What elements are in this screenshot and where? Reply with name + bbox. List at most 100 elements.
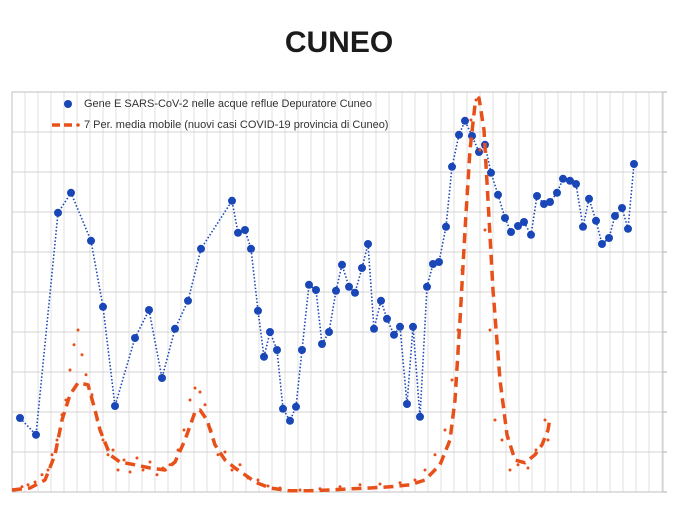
- data-point: [526, 466, 530, 470]
- data-point: [54, 208, 62, 217]
- data-point: [566, 176, 574, 185]
- data-point: [534, 448, 538, 452]
- data-point: [345, 282, 353, 291]
- data-point: [87, 236, 95, 245]
- data-point: [508, 468, 512, 472]
- data-point: [122, 458, 126, 462]
- data-point: [318, 340, 326, 348]
- data-point: [455, 130, 463, 139]
- data-point: [493, 418, 497, 422]
- data-point: [543, 418, 547, 422]
- data-point: [585, 194, 593, 203]
- data-point: [286, 416, 294, 425]
- data-point: [68, 368, 72, 372]
- data-point: [433, 453, 437, 457]
- data-point: [592, 216, 600, 225]
- data-point: [238, 463, 242, 467]
- data-point: [266, 328, 274, 336]
- data-point: [423, 282, 431, 291]
- plot-frame: [11, 91, 664, 493]
- data-point: [501, 214, 509, 222]
- data-point: [176, 448, 180, 452]
- data-point: [605, 234, 613, 242]
- data-point: [409, 322, 417, 331]
- data-point: [168, 463, 172, 467]
- data-point: [230, 468, 234, 472]
- data-point: [351, 288, 359, 297]
- legend-label: Gene E SARS-CoV-2 nelle acque reflue Dep…: [84, 98, 372, 110]
- data-point: [332, 286, 340, 295]
- data-point: [55, 438, 59, 442]
- data-point: [461, 116, 469, 125]
- series-line: [11, 96, 552, 493]
- data-point: [546, 198, 554, 206]
- data-point: [383, 314, 391, 323]
- data-point: [305, 280, 313, 289]
- data-point: [278, 486, 282, 490]
- data-point: [273, 346, 281, 354]
- data-point: [460, 268, 464, 272]
- data-point: [128, 470, 132, 474]
- data-point: [618, 204, 626, 212]
- data-point: [338, 260, 346, 269]
- data-point: [246, 476, 250, 480]
- series-line: [19, 120, 635, 436]
- data-point: [292, 402, 300, 411]
- data-point: [488, 328, 492, 332]
- data-point: [260, 352, 268, 361]
- data-point: [456, 328, 460, 332]
- data-point: [390, 330, 398, 339]
- data-point: [507, 228, 515, 236]
- data-point: [90, 393, 94, 397]
- data-point: [630, 160, 638, 168]
- data-point: [209, 428, 213, 432]
- data-point: [67, 188, 75, 197]
- data-point: [145, 306, 153, 314]
- legend-label: 7 Per. media mobile (nuovi casi COVID-19…: [84, 119, 388, 131]
- data-point: [161, 466, 165, 470]
- data-point: [266, 484, 270, 488]
- data-point: [403, 400, 411, 408]
- data-point: [111, 448, 115, 452]
- data-point: [241, 226, 249, 234]
- data-point: [358, 264, 366, 272]
- data-point: [184, 296, 192, 305]
- data-point: [358, 483, 362, 487]
- data-point: [193, 386, 197, 390]
- data-point: [378, 482, 382, 486]
- data-point: [611, 212, 619, 220]
- data-point: [443, 428, 447, 432]
- chart-title: CUNEO: [285, 26, 393, 59]
- data-point: [155, 473, 159, 477]
- data-point: [99, 302, 107, 311]
- data-point: [500, 438, 504, 442]
- data-point: [64, 398, 68, 402]
- data-point: [20, 485, 24, 489]
- data-point: [520, 218, 528, 226]
- data-point: [46, 468, 50, 472]
- data-point: [450, 378, 454, 382]
- data-point: [33, 480, 37, 484]
- data-point: [131, 334, 139, 342]
- data-point: [158, 374, 166, 382]
- data-point: [216, 453, 220, 457]
- data-point: [413, 478, 417, 482]
- data-point: [254, 306, 262, 315]
- data-point: [256, 478, 260, 482]
- data-point: [298, 346, 306, 354]
- data-point: [442, 222, 450, 231]
- data-point: [101, 438, 105, 442]
- data-point: [514, 222, 522, 230]
- data-point: [423, 468, 427, 472]
- data-point: [533, 192, 541, 200]
- data-point: [483, 228, 487, 232]
- data-point: [416, 412, 424, 421]
- data-point: [312, 286, 320, 294]
- data-point: [116, 468, 120, 472]
- data-point: [148, 460, 152, 464]
- data-point: [80, 353, 84, 357]
- data-point: [572, 180, 580, 188]
- data-point: [188, 398, 192, 402]
